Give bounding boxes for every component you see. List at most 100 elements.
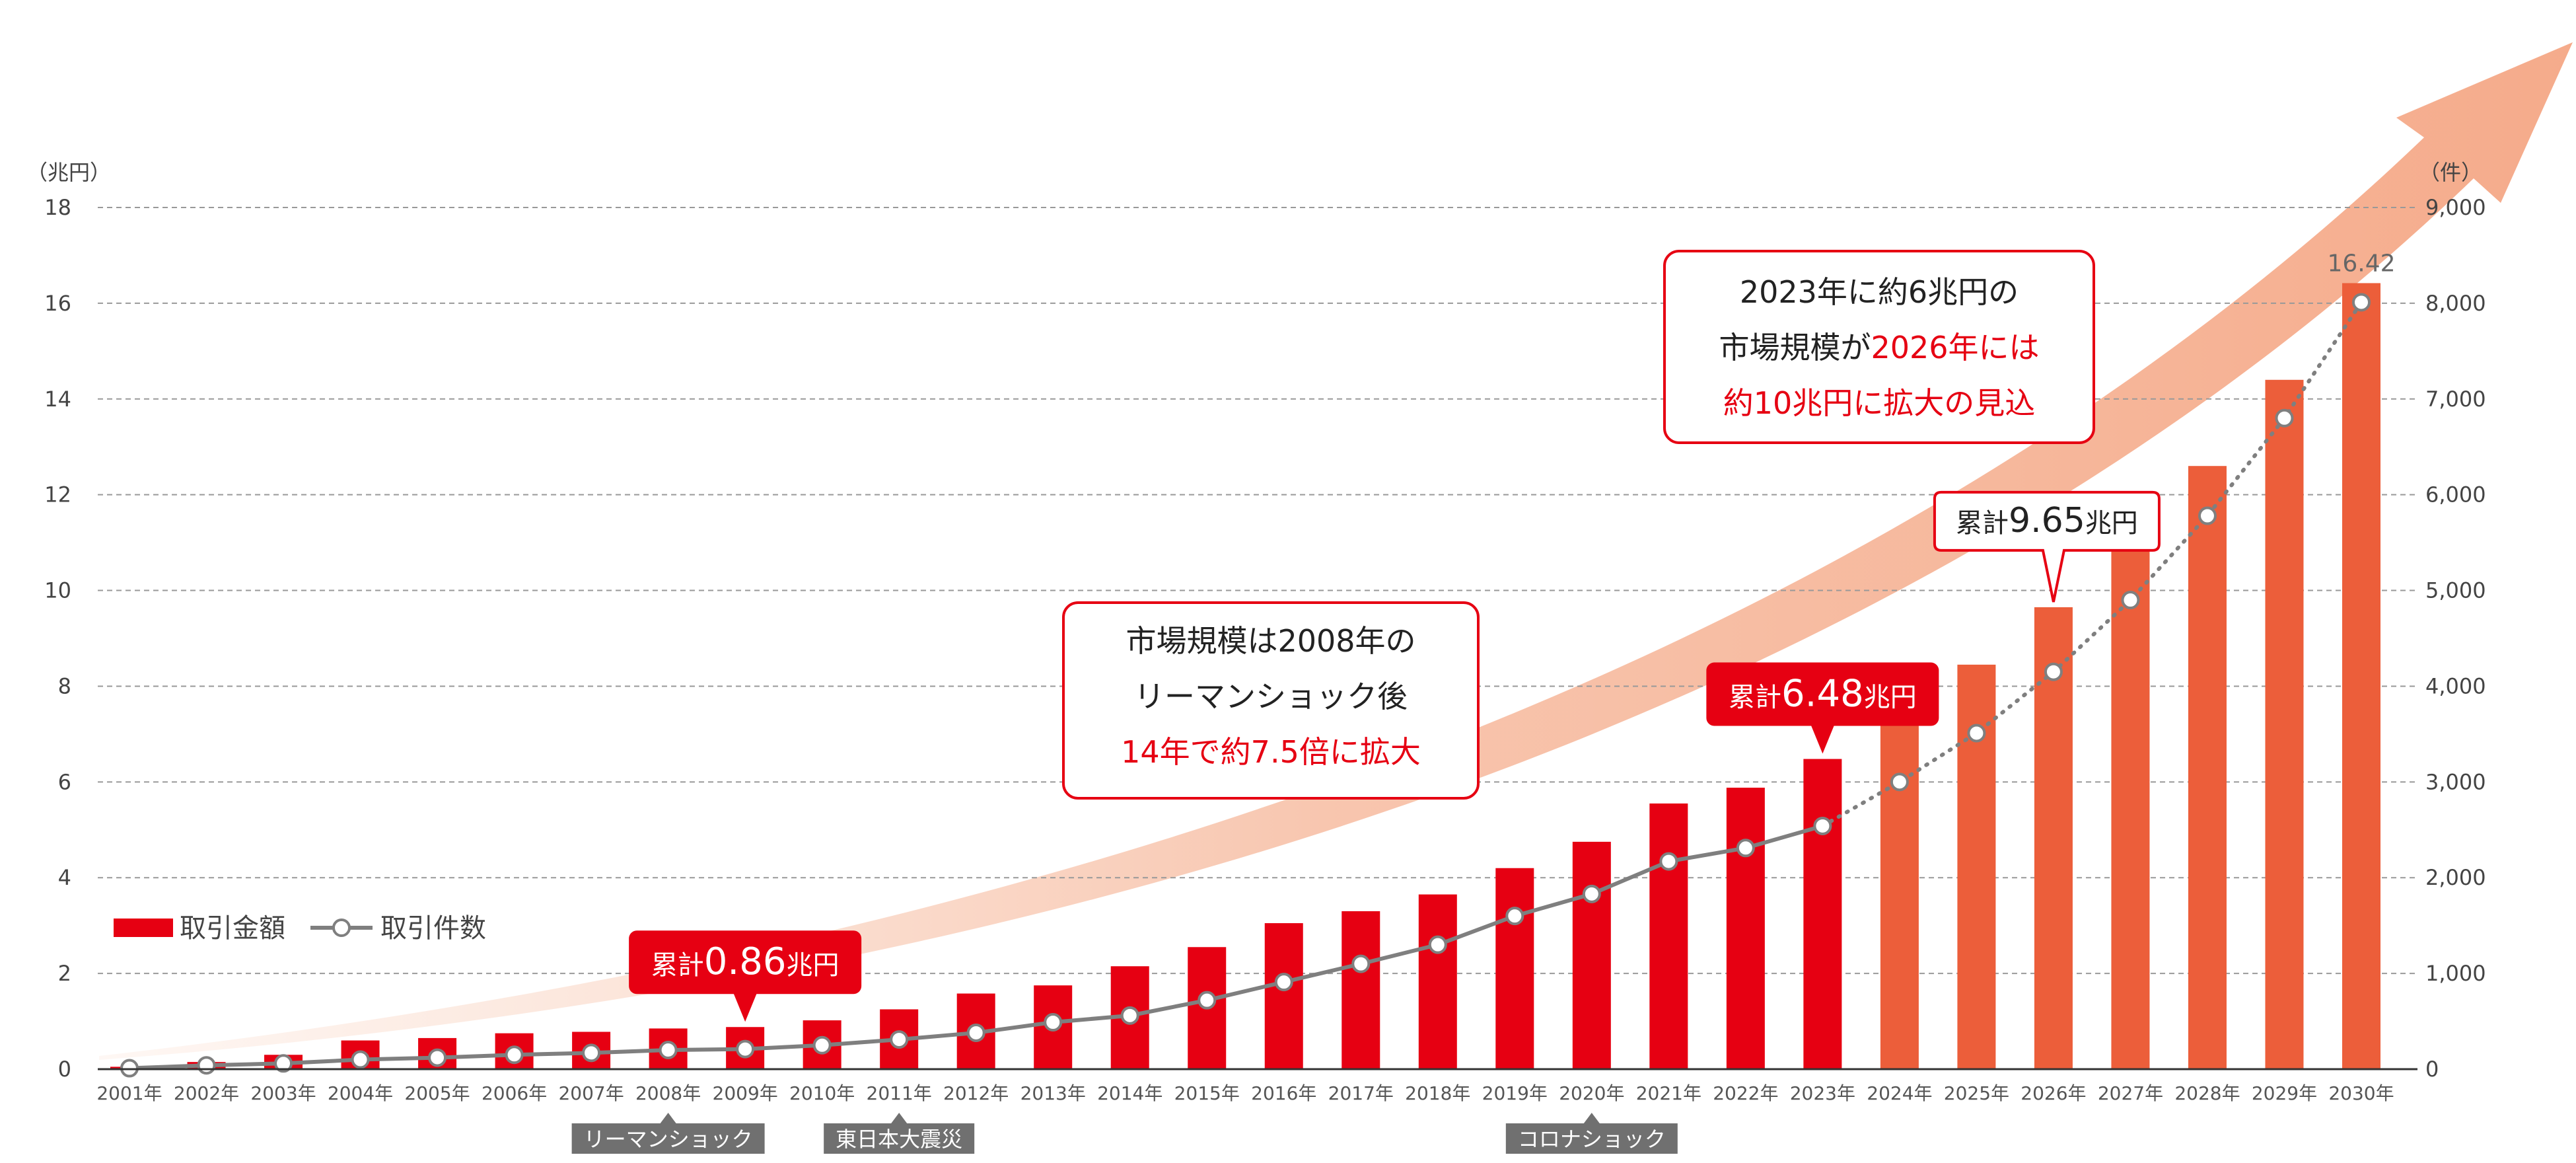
y-tick-label: 16 [44, 291, 71, 316]
count-point [2275, 408, 2294, 428]
count-point [1659, 852, 1678, 871]
x-tick-label: 2019年 [1482, 1082, 1548, 1104]
note-forecast-line: 2023年に約6兆円の [1740, 274, 2019, 310]
callout-red-box [629, 930, 862, 994]
callout-red-text: 累計6.48兆円 [1729, 673, 1917, 716]
count-point [812, 1035, 832, 1055]
x-tick-label: 2027年 [2098, 1082, 2163, 1104]
x-tick-label: 2005年 [404, 1082, 470, 1104]
event-badge [824, 1123, 975, 1154]
bar [1880, 710, 1919, 1069]
callout-value: 0.86 [704, 940, 787, 983]
y-tick-label: 0 [58, 1057, 71, 1082]
y-tick-label: 18 [44, 195, 71, 220]
callout-prefix: 累計 [1729, 683, 1781, 713]
count-point [2198, 506, 2217, 525]
count-point [1198, 991, 1217, 1010]
count-point [274, 1054, 293, 1073]
x-tick-label: 2022年 [1713, 1082, 1778, 1104]
event-marker [1583, 1113, 1600, 1123]
x-tick-label: 2025年 [1944, 1082, 2009, 1104]
x-tick-label: 2004年 [328, 1082, 393, 1104]
event-label: コロナショック [1518, 1127, 1666, 1152]
note-lehman-box [1062, 601, 1480, 800]
callout-red-text: 累計0.86兆円 [651, 940, 840, 983]
bar [2265, 379, 2304, 1069]
legend-line-label: 取引件数 [380, 913, 486, 944]
callout-value: 9.65 [2009, 501, 2085, 541]
event-label: 東日本大震災 [836, 1127, 962, 1152]
count-point [2044, 662, 2063, 681]
y-axis-unit: （兆円） [26, 160, 111, 185]
event-badge [571, 1123, 765, 1154]
y-tick-label: 8 [58, 673, 71, 698]
note-forecast-line: 約10兆円に拡大の見込 [1723, 385, 2036, 421]
y2-tick-label: 0 [2425, 1057, 2439, 1082]
callout-prefix: 累計 [651, 950, 704, 981]
x-tick-label: 2020年 [1559, 1082, 1624, 1104]
note-lehman-line: リーマンショック後 [1134, 679, 1408, 714]
count-point [2352, 293, 2371, 312]
x-tick-label: 2029年 [2252, 1082, 2317, 1104]
bar [1418, 894, 1457, 1069]
bar [1803, 759, 1842, 1069]
x-tick-label: 2009年 [713, 1082, 778, 1104]
bar [1726, 788, 1765, 1069]
count-point [1967, 724, 1986, 743]
callout-value: 6.48 [1781, 673, 1864, 716]
count-point [505, 1045, 524, 1065]
y2-axis-unit: （件） [2419, 160, 2482, 185]
x-tick-label: 2015年 [1174, 1082, 1240, 1104]
annotations: リーマンショック 東日本大震災 コロナショック16.42累計0.86兆円累計6.48… [114, 250, 2396, 1154]
y-tick-label: 2 [58, 961, 71, 986]
y-tick-label: 6 [58, 769, 71, 794]
count-point [197, 1056, 216, 1075]
y2-tick-label: 4,000 [2425, 673, 2486, 698]
x-tick-label: 2010年 [789, 1082, 855, 1104]
count-point [1351, 954, 1371, 973]
note-forecast-part: 約10兆円に拡大の見込 [1723, 385, 2036, 421]
event-label: リーマンショック [584, 1127, 753, 1152]
x-tick-label: 2006年 [482, 1082, 547, 1104]
y2-tick-label: 5,000 [2425, 578, 2486, 603]
x-tick-label: 2030年 [2328, 1082, 2394, 1104]
count-point [1044, 1013, 1063, 1032]
count-point [1813, 816, 1832, 835]
axes: 0 2 4 6 8 10 12 14 16 18 0 1,000 2,000 3,000 4,000 5,00… [26, 160, 2486, 1104]
count-point [1582, 884, 1601, 903]
bar [1649, 803, 1688, 1069]
note-forecast-part: 2023年に約6兆円の [1740, 274, 2019, 310]
y2-tick-label: 6,000 [2425, 482, 2486, 507]
x-tick-label: 2017年 [1328, 1082, 1394, 1104]
x-tick-label: 2024年 [1867, 1082, 1932, 1104]
y2-tick-label: 1,000 [2425, 961, 2486, 986]
count-point [582, 1043, 601, 1063]
x-tick-label: 2001年 [96, 1082, 162, 1104]
count-point [351, 1050, 370, 1069]
y2-tick-label: 3,000 [2425, 769, 2486, 794]
callout-suffix: 兆円 [1864, 683, 1917, 713]
x-tick-label: 2003年 [250, 1082, 316, 1104]
x-tick-label: 2026年 [2021, 1082, 2086, 1104]
count-point [1505, 907, 1524, 926]
note-lehman-line: 市場規模は2008年の [1126, 623, 1415, 659]
y-tick-label: 10 [44, 578, 71, 603]
bar [1264, 923, 1303, 1069]
x-tick-label: 2028年 [2174, 1082, 2240, 1104]
event-marker [660, 1113, 676, 1123]
y2-tick-label: 7,000 [2425, 387, 2486, 412]
note-forecast-part: 2026年には [1871, 330, 2039, 365]
bar [2188, 466, 2227, 1069]
value-label: 16.42 [2327, 250, 2395, 277]
note-forecast-line: 市場規模が2026年には [1719, 330, 2039, 365]
x-tick-label: 2021年 [1636, 1082, 1701, 1104]
count-point [966, 1023, 985, 1042]
note-forecast-box [1663, 250, 2095, 444]
count-point [1274, 973, 1293, 992]
bar [1342, 911, 1380, 1069]
callout-red-pointer [733, 993, 758, 1022]
count-point [428, 1048, 447, 1067]
note-forecast-part: 市場規模が [1719, 330, 1871, 365]
count-line [120, 293, 2371, 1078]
x-tick-label: 2016年 [1251, 1082, 1316, 1104]
